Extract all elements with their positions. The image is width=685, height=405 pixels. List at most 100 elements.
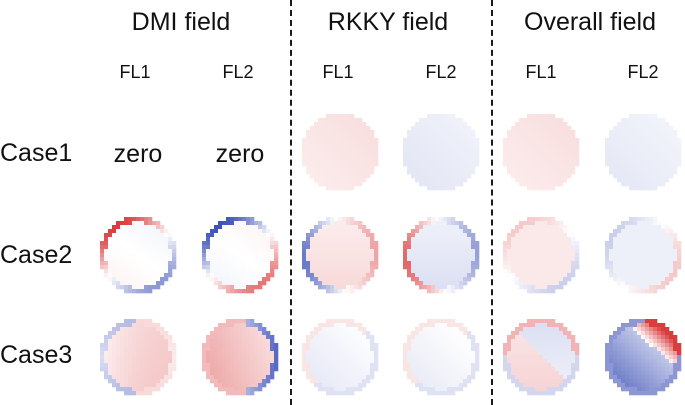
field-pixel [366,166,371,171]
field-pixel [326,217,331,222]
field-pixel [563,241,568,246]
field-pixel [250,371,255,376]
field-pixel [669,367,674,372]
field-pixel [539,154,544,159]
field-pixel [403,249,408,254]
field-pixel [527,233,532,238]
field-pixel [152,233,157,238]
field-pixel [467,233,472,238]
field-pixel [262,269,267,274]
field-pixel [641,335,646,340]
field-pixel [266,241,271,246]
field-pixel [519,257,524,262]
field-pixel [519,355,524,360]
field-pixel [104,269,109,274]
field-pixel [334,363,339,368]
field-pixel [443,363,448,368]
field-map-row1-group2-fl1 [503,114,580,191]
field-pixel [471,158,476,163]
field-pixel [543,257,548,262]
field-pixel [156,245,161,250]
field-pixel [471,261,476,266]
field-pixel [423,233,428,238]
field-pixel [419,221,424,226]
field-pixel [523,170,528,175]
field-pixel [617,154,622,159]
field-pixel [641,323,646,328]
field-pixel [346,114,351,119]
field-pixel [326,142,331,147]
field-pixel [535,122,540,127]
field-pixel [246,233,251,238]
field-pixel [334,343,339,348]
field-pixel [334,122,339,127]
field-pixel [539,178,544,183]
field-pixel [523,359,528,364]
field-pixel [447,285,452,290]
field-pixel [136,323,141,328]
field-pixel [467,335,472,340]
field-pixel [551,245,556,250]
field-pixel [629,245,634,250]
field-pixel [645,347,650,352]
field-pixel [136,281,141,286]
field-pixel [629,375,634,380]
field-pixel [258,281,263,286]
field-pixel [366,269,371,274]
field-pixel [330,221,335,226]
field-pixel [322,347,327,352]
field-pixel [459,249,464,254]
field-pixel [246,383,251,388]
field-pixel [459,331,464,336]
field-pixel [358,331,363,336]
field-pixel [334,178,339,183]
field-pixel [559,277,564,282]
field-pixel [230,217,235,222]
field-pixel [144,323,149,328]
field-pixel [621,331,626,336]
field-pixel [431,261,436,266]
field-pixel [641,367,646,372]
field-pixel [673,130,678,135]
field-pixel [625,229,630,234]
field-pixel [334,359,339,364]
field-pixel [673,142,678,147]
field-pixel [439,331,444,336]
field-pixel [657,134,662,139]
field-pixel [665,261,670,266]
field-pixel [366,331,371,336]
field-pixel [645,281,650,286]
field-pixel [653,339,658,344]
field-pixel [374,355,379,360]
field-pixel [649,285,654,290]
field-pixel [503,154,508,159]
field-pixel [435,371,440,376]
field-pixel [511,158,516,163]
field-pixel [226,245,231,250]
field-pixel [551,142,556,147]
field-pixel [439,339,444,344]
field-pixel [250,273,255,278]
field-pixel [306,347,311,352]
field-map-row1-group2-fl2 [605,114,682,191]
field-pixel [342,162,347,167]
field-pixel [665,166,670,171]
field-pixel [555,277,560,282]
field-pixel [415,225,420,230]
field-pixel [419,343,424,348]
field-pixel [358,178,363,183]
field-pixel [567,351,572,356]
field-pixel [661,237,666,242]
field-pixel [346,217,351,222]
field-pixel [519,253,524,258]
field-pixel [637,126,642,131]
field-pixel [354,130,359,135]
field-pixel [617,166,622,171]
field-pixel [152,367,157,372]
field-pixel [451,383,456,388]
field-pixel [563,158,568,163]
field-pixel [358,387,363,392]
field-pixel [653,387,658,392]
field-pixel [439,182,444,187]
field-pixel [551,237,556,242]
